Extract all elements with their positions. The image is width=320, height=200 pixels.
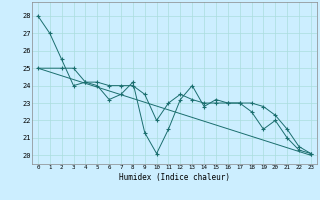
X-axis label: Humidex (Indice chaleur): Humidex (Indice chaleur) — [119, 173, 230, 182]
